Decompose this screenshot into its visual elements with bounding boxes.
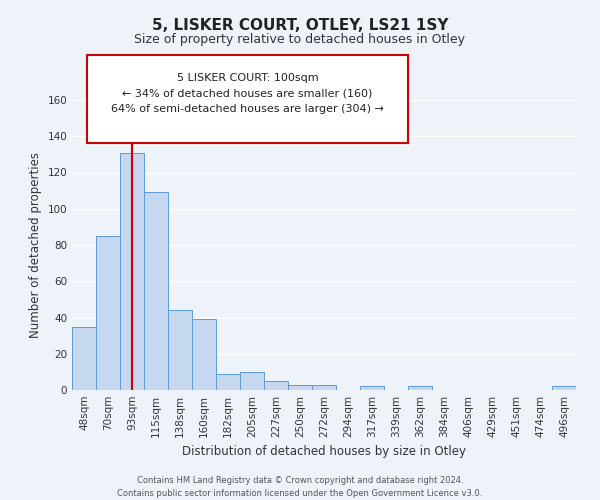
Bar [144, 192, 168, 390]
Bar [72, 326, 96, 390]
Bar [312, 384, 336, 390]
Bar [96, 236, 120, 390]
Bar [168, 310, 192, 390]
Bar [240, 372, 264, 390]
Bar [264, 381, 288, 390]
Bar [408, 386, 432, 390]
Bar [360, 386, 384, 390]
Text: 5 LISKER COURT: 100sqm
← 34% of detached houses are smaller (160)
64% of semi-de: 5 LISKER COURT: 100sqm ← 34% of detached… [111, 73, 384, 114]
Bar [192, 320, 216, 390]
Bar [552, 386, 576, 390]
Text: Size of property relative to detached houses in Otley: Size of property relative to detached ho… [134, 32, 466, 46]
Bar [288, 384, 312, 390]
Y-axis label: Number of detached properties: Number of detached properties [29, 152, 42, 338]
Bar [216, 374, 240, 390]
Text: Contains HM Land Registry data © Crown copyright and database right 2024.
Contai: Contains HM Land Registry data © Crown c… [118, 476, 482, 498]
Bar [120, 152, 144, 390]
X-axis label: Distribution of detached houses by size in Otley: Distribution of detached houses by size … [182, 446, 466, 458]
Text: 5, LISKER COURT, OTLEY, LS21 1SY: 5, LISKER COURT, OTLEY, LS21 1SY [152, 18, 448, 32]
